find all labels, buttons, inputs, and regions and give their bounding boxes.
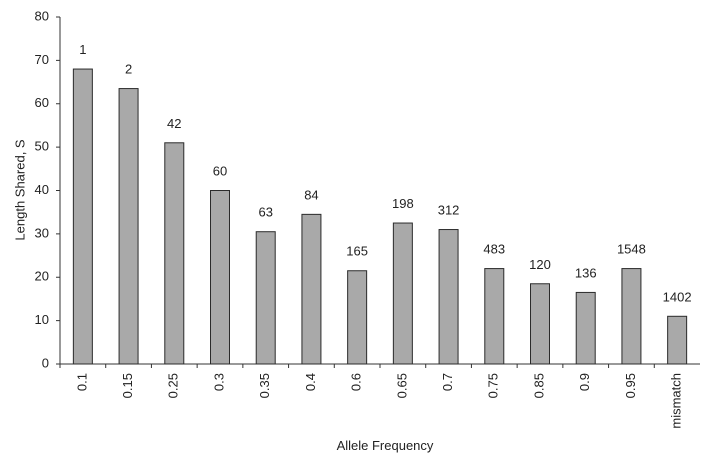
bar-0.4 [301,213,322,365]
y-tick-label: 80 [35,8,49,23]
x-axis: 0.1 0.15 0.25 0.3 0.35 0.4 0.6 0.65 0.7 0.75 0.85 0… [59,363,700,453]
y-tick-label: 0 [42,355,49,370]
bar-0.15 [118,88,139,365]
x-tick-label: 0.1 [74,373,89,391]
data-label: 136 [575,265,597,280]
x-axis-label: Allele Frequency [337,438,434,453]
bar-mismatch [667,315,688,365]
bar-0.95 [621,268,642,365]
y-tick-label: 50 [35,139,49,154]
x-ticks: 0.1 0.15 0.25 0.3 0.35 0.4 0.6 0.65 0.7 0.75 0.85 0… [59,364,684,429]
bars [72,68,688,365]
bar-0.1 [72,68,93,365]
x-tick-label: 0.9 [577,373,592,391]
data-label: 1548 [617,242,646,257]
x-tick-label: 0.75 [486,373,501,398]
x-tick-label: 0.25 [166,373,181,398]
bar-0.3 [210,190,230,365]
y-axis: 0 10 20 30 40 50 60 70 80 Length Shared, S [12,8,61,370]
x-tick-label: 0.65 [394,373,409,398]
x-tick-label: 0.85 [531,373,546,398]
data-labels: 1 2 42 60 63 84 165 198 312 483 120 136 1548 1402 [79,42,691,304]
bar-0.75 [484,268,505,365]
data-label: 165 [346,244,368,259]
data-label: 2 [125,62,132,77]
x-tick-label: 0.4 [303,373,318,391]
y-tick-label: 70 [35,52,49,67]
data-label: 63 [258,205,272,220]
x-tick-label: 0.95 [623,373,638,398]
x-tick-label: mismatch [669,373,684,429]
bar-0.6 [347,270,368,365]
data-label: 1 [79,42,86,57]
x-tick-label: 0.6 [349,373,364,391]
data-label: 198 [392,196,414,211]
bar-0.35 [255,231,276,365]
data-label: 483 [483,242,505,257]
y-tick-label: 60 [35,95,49,110]
data-label: 312 [438,203,460,218]
y-tick-label: 10 [35,312,49,327]
y-tick-label: 20 [35,269,49,284]
data-label: 1402 [663,289,692,304]
y-ticks: 0 10 20 30 40 50 60 70 80 [35,8,60,370]
y-tick-label: 30 [35,225,49,240]
data-label: 120 [529,257,551,272]
bar-0.85 [530,283,550,365]
x-tick-label: 0.35 [257,373,272,398]
bar-0.65 [392,222,413,365]
data-label: 84 [304,187,318,202]
bar-0.7 [438,229,459,365]
bar-0.25 [164,142,185,365]
data-label: 42 [167,116,181,131]
y-axis-label: Length Shared, S [12,139,27,241]
bar-0.9 [575,291,596,365]
x-tick-label: 0.7 [440,373,455,391]
x-tick-label: 0.15 [120,373,135,398]
data-label: 60 [213,164,227,179]
x-tick-label: 0.3 [211,373,226,391]
y-tick-label: 40 [35,182,49,197]
